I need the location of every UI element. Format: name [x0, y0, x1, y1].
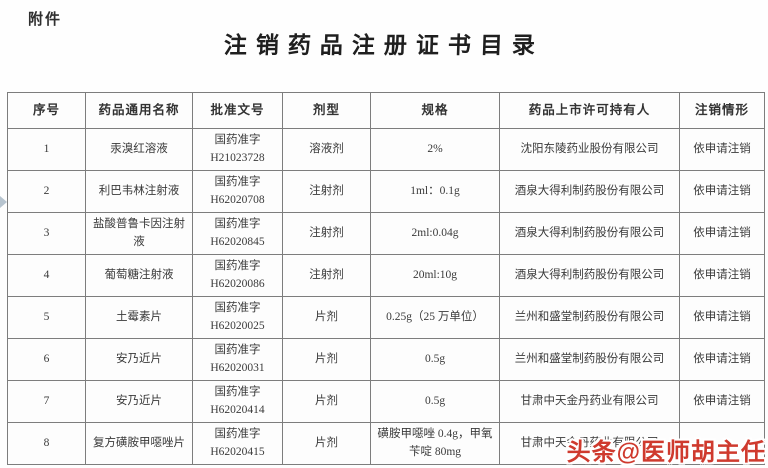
cell-spec: 20ml:10g: [370, 254, 500, 297]
table-row: 2 利巴韦林注射液 国药准字 H62020708 注射剂 1ml：0.1g 酒泉大得利制药…: [7, 170, 765, 213]
cell-dosage-form: 注射剂: [282, 170, 371, 213]
cell-holder: 兰州和盛堂制药股份有限公司: [499, 296, 680, 339]
drug-registry-table: 序号 药品通用名称 批准文号 剂型 规格 药品上市许可持有人 注销情形 1 汞溴红…: [7, 92, 765, 465]
table-header-row: 序号 药品通用名称 批准文号 剂型 规格 药品上市许可持有人 注销情形: [7, 92, 765, 129]
col-header-serial: 序号: [7, 92, 86, 129]
cell-approval: 国药准字 H62020845: [192, 212, 283, 255]
cell-dosage-form: 片剂: [282, 380, 371, 423]
cell-serial: 5: [7, 296, 86, 339]
cell-status: 依申请注销: [679, 212, 765, 255]
cell-drug-name: 利巴韦林注射液: [85, 170, 193, 213]
cell-holder: 甘肃中天金丹药业有限公司: [499, 380, 680, 423]
cell-holder: 酒泉大得利制药股份有限公司: [499, 212, 680, 255]
cell-approval: 国药准字 H62020031: [192, 338, 283, 381]
cell-serial: 2: [7, 170, 86, 213]
attachment-label: 附件: [28, 12, 63, 28]
table-row: 6 安乃近片 国药准字 H62020031 片剂 0.5g 兰州和盛堂制药股份有限公司 依申…: [7, 338, 765, 381]
cell-serial: 7: [7, 380, 86, 423]
cell-holder: 甘肃中天金丹药业有限公司: [499, 422, 680, 465]
cell-status: 依申请注销: [679, 128, 765, 171]
cell-holder: 沈阳东陵药业股份有限公司: [499, 128, 680, 171]
table-row: 5 土霉素片 国药准字 H62020025 片剂 0.25g（25 万单位） 兰州和盛堂制…: [7, 296, 765, 339]
cell-dosage-form: 溶液剂: [282, 128, 371, 171]
col-header-dosage-form: 剂型: [282, 92, 371, 129]
col-header-specification: 规格: [370, 92, 500, 129]
cell-dosage-form: 片剂: [282, 296, 371, 339]
cell-serial: 1: [7, 128, 86, 171]
cell-drug-name: 盐酸普鲁卡因注射液: [85, 212, 193, 255]
cell-dosage-form: 片剂: [282, 422, 371, 465]
cell-serial: 6: [7, 338, 86, 381]
table-row: 7 安乃近片 国药准字 H62020414 片剂 0.5g 甘肃中天金丹药业有限公司 依申请…: [7, 380, 765, 423]
table-row: 3 盐酸普鲁卡因注射液 国药准字 H62020845 注射剂 2ml:0.04g 酒泉大得…: [7, 212, 765, 255]
cell-dosage-form: 注射剂: [282, 212, 371, 255]
cell-approval: 国药准字 H21023728: [192, 128, 283, 171]
cell-spec: 磺胺甲噁唑 0.4g，甲氧苄啶 80mg: [370, 422, 500, 465]
cell-drug-name: 安乃近片: [85, 338, 193, 381]
page-title: 注销药品注册证书目录: [223, 33, 545, 58]
table-row: 1 汞溴红溶液 国药准字 H21023728 溶液剂 2% 沈阳东陵药业股份有限公司 依申请…: [7, 128, 765, 171]
watermark: 头条@医师胡主任: [566, 439, 766, 466]
cell-spec: 0.5g: [370, 380, 500, 423]
cell-status: 依申请注销: [679, 380, 765, 423]
left-edge-artifact: [0, 196, 7, 208]
cell-status: 依申请注销: [679, 254, 765, 297]
cell-drug-name: 汞溴红溶液: [85, 128, 193, 171]
cell-approval: 国药准字 H62020414: [192, 380, 283, 423]
col-header-drug-name: 药品通用名称: [85, 92, 193, 129]
cell-serial: 4: [7, 254, 86, 297]
cell-status: 依申请注销: [679, 170, 765, 213]
cell-approval: 国药准字 H62020025: [192, 296, 283, 339]
cell-status: 依申请注销: [679, 338, 765, 381]
cell-spec: 1ml：0.1g: [370, 170, 500, 213]
cell-drug-name: 安乃近片: [85, 380, 193, 423]
cell-drug-name: 土霉素片: [85, 296, 193, 339]
table-row: 8 复方磺胺甲噁唑片 国药准字 H62020415 片剂 磺胺甲噁唑 0.4g，甲氧苄啶…: [7, 422, 765, 465]
cell-drug-name: 葡萄糖注射液: [85, 254, 193, 297]
cell-spec: 0.5g: [370, 338, 500, 381]
cell-status: 依申请注销: [679, 296, 765, 339]
col-header-approval-number: 批准文号: [192, 92, 283, 129]
cell-dosage-form: 片剂: [282, 338, 371, 381]
col-header-cancellation-type: 注销情形: [679, 92, 765, 129]
cell-serial: 3: [7, 212, 86, 255]
cell-approval: 国药准字 H62020415: [192, 422, 283, 465]
cell-spec: 2%: [370, 128, 500, 171]
cell-approval: 国药准字 H62020708: [192, 170, 283, 213]
cell-spec: 2ml:0.04g: [370, 212, 500, 255]
cell-drug-name: 复方磺胺甲噁唑片: [85, 422, 193, 465]
table-row: 4 葡萄糖注射液 国药准字 H62020086 注射剂 20ml:10g 酒泉大得利制药股…: [7, 254, 765, 297]
col-header-license-holder: 药品上市许可持有人: [499, 92, 680, 129]
cell-holder: 酒泉大得利制药股份有限公司: [499, 254, 680, 297]
cell-holder: 兰州和盛堂制药股份有限公司: [499, 338, 680, 381]
cell-serial: 8: [7, 422, 86, 465]
cell-holder: 酒泉大得利制药股份有限公司: [499, 170, 680, 213]
cell-dosage-form: 注射剂: [282, 254, 371, 297]
cell-approval: 国药准字 H62020086: [192, 254, 283, 297]
cell-status: [679, 422, 765, 465]
cell-spec: 0.25g（25 万单位）: [370, 296, 500, 339]
